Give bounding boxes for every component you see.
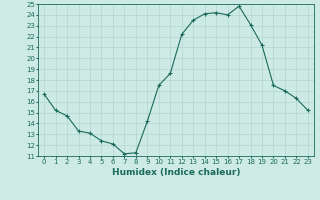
X-axis label: Humidex (Indice chaleur): Humidex (Indice chaleur) (112, 168, 240, 177)
